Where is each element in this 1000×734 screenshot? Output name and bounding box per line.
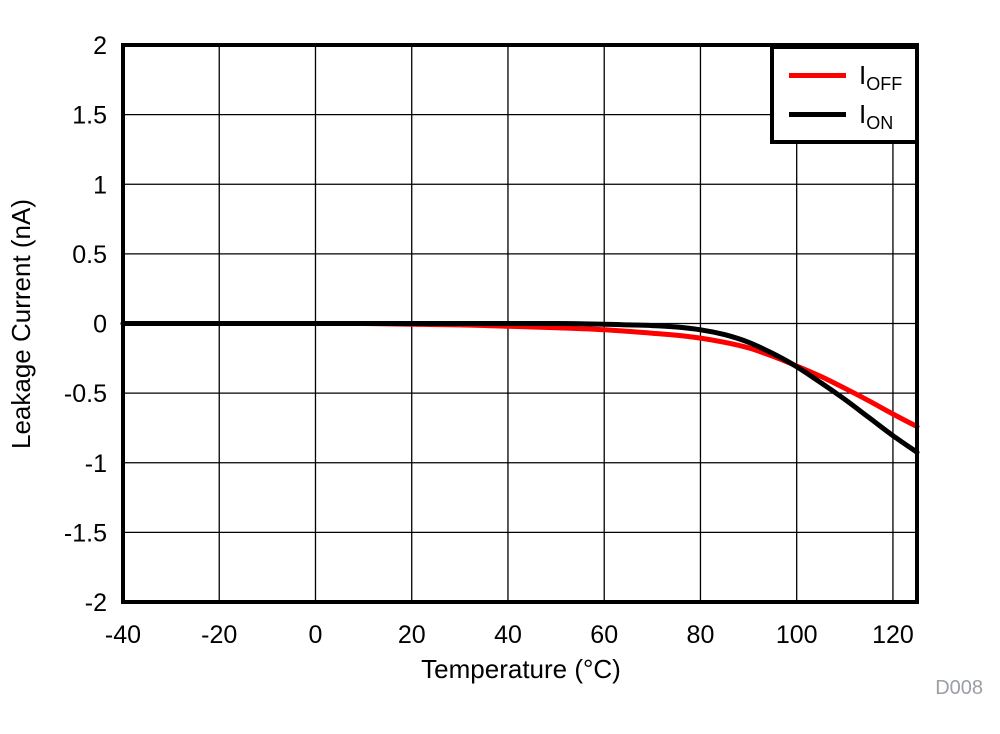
y-tick-label: 2 xyxy=(93,32,107,60)
y-tick-label: 1 xyxy=(93,171,107,199)
x-axis-title: Temperature (°C) xyxy=(421,654,621,684)
series-ion-line xyxy=(120,320,920,455)
legend: IOFF ION xyxy=(770,45,919,144)
y-tick-label: -1 xyxy=(85,450,107,478)
y-axis-title: Leakage Current (nA) xyxy=(6,199,36,449)
x-tick-label: 120 xyxy=(872,621,914,649)
x-tick-label: 100 xyxy=(776,621,818,649)
x-tick-label: 0 xyxy=(309,621,323,649)
tick-layer: -40 -20 0 20 40 60 80 100 120 2 1.5 1 0.5 0 -0.5 -1 -1.5… xyxy=(64,32,914,649)
x-tick-label: -20 xyxy=(201,621,237,649)
x-tick-label: 40 xyxy=(494,621,522,649)
legend-line-ioff-swatch xyxy=(789,72,846,78)
legend-label-ion: ION xyxy=(859,99,894,134)
series-layer xyxy=(120,320,920,455)
y-tick-label: -2 xyxy=(85,589,107,617)
x-tick-label: -40 xyxy=(105,621,141,649)
x-tick-label: 80 xyxy=(687,621,715,649)
x-tick-label: 60 xyxy=(590,621,618,649)
x-tick-label: 20 xyxy=(398,621,426,649)
y-tick-label: 0.5 xyxy=(72,241,107,269)
y-tick-label: 0 xyxy=(93,311,107,339)
y-tick-label: 1.5 xyxy=(72,102,107,130)
plot-border xyxy=(121,43,919,604)
legend-line-ion-swatch xyxy=(789,111,846,117)
legend-item-ioff: IOFF xyxy=(789,60,915,95)
legend-item-ion: ION xyxy=(789,99,915,134)
series-ioff-line xyxy=(120,320,920,429)
plot-code-watermark: D008 xyxy=(935,677,983,699)
legend-label-ioff: IOFF xyxy=(859,60,903,95)
y-tick-label: -1.5 xyxy=(64,519,107,547)
y-tick-label: -0.5 xyxy=(64,380,107,408)
